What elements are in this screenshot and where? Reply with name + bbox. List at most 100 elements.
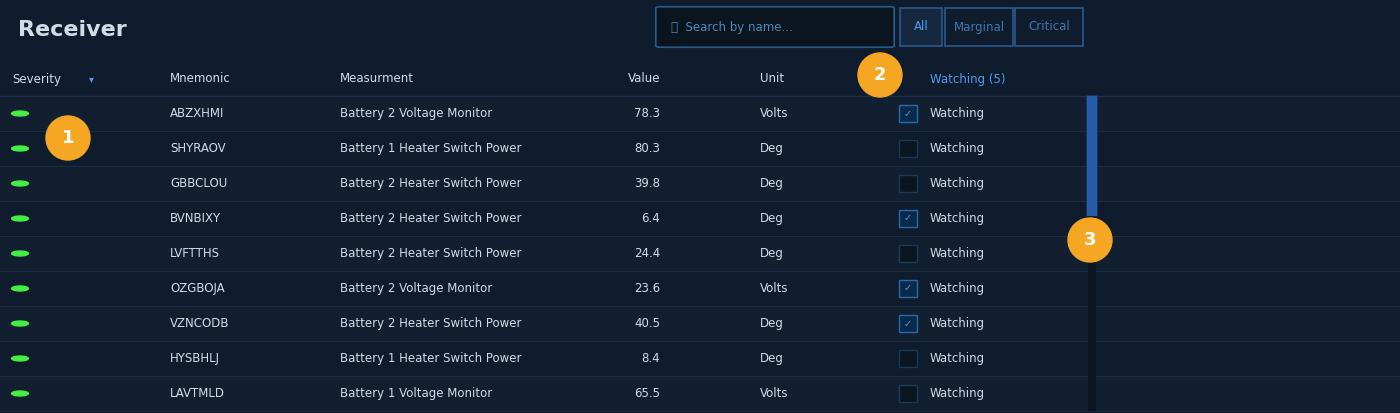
Text: Marginal: Marginal: [953, 21, 1005, 33]
Text: ABZXHMI: ABZXHMI: [169, 107, 224, 120]
Circle shape: [11, 216, 28, 221]
Text: All: All: [914, 21, 928, 33]
FancyBboxPatch shape: [1086, 95, 1098, 216]
Text: Measurment: Measurment: [340, 73, 414, 85]
Bar: [0, 201, 1400, 236]
Text: Battery 2 Heater Switch Power: Battery 2 Heater Switch Power: [340, 317, 521, 330]
Text: Battery 1 Heater Switch Power: Battery 1 Heater Switch Power: [340, 142, 521, 155]
Text: Watching: Watching: [930, 177, 986, 190]
Text: 2: 2: [874, 66, 886, 84]
Text: 🔍  Search by name...: 🔍 Search by name...: [671, 21, 792, 33]
FancyBboxPatch shape: [945, 8, 1014, 46]
FancyBboxPatch shape: [1015, 8, 1084, 46]
Bar: [0, 131, 1400, 166]
FancyBboxPatch shape: [899, 245, 917, 262]
Text: Watching: Watching: [930, 107, 986, 120]
Text: ✓: ✓: [904, 109, 911, 119]
Text: 80.3: 80.3: [634, 142, 659, 155]
Bar: [0, 306, 1400, 341]
Text: VZNCODB: VZNCODB: [169, 317, 230, 330]
Text: BVNBIXY: BVNBIXY: [169, 212, 221, 225]
FancyBboxPatch shape: [899, 315, 917, 332]
Text: LVFTTHS: LVFTTHS: [169, 247, 220, 260]
Text: GBBCLOU: GBBCLOU: [169, 177, 227, 190]
Text: 8.4: 8.4: [641, 352, 659, 365]
Text: Watching (5): Watching (5): [930, 73, 1005, 85]
Text: SHYRAOV: SHYRAOV: [169, 142, 225, 155]
Ellipse shape: [46, 116, 90, 160]
Text: Critical: Critical: [1028, 21, 1070, 33]
Text: Watching: Watching: [930, 282, 986, 295]
Text: Deg: Deg: [760, 352, 784, 365]
Circle shape: [11, 391, 28, 396]
Text: Unit: Unit: [760, 73, 784, 85]
FancyBboxPatch shape: [899, 385, 917, 402]
Text: Battery 2 Heater Switch Power: Battery 2 Heater Switch Power: [340, 247, 521, 260]
Text: Watching: Watching: [930, 247, 986, 260]
Circle shape: [11, 251, 28, 256]
Text: Battery 2 Heater Switch Power: Battery 2 Heater Switch Power: [340, 212, 521, 225]
Circle shape: [11, 356, 28, 361]
Circle shape: [11, 181, 28, 186]
Text: Watching: Watching: [930, 387, 986, 400]
Text: Volts: Volts: [760, 387, 788, 400]
FancyBboxPatch shape: [899, 350, 917, 367]
Text: Deg: Deg: [760, 142, 784, 155]
Text: Value: Value: [627, 73, 659, 85]
Text: HYSBHLJ: HYSBHLJ: [169, 352, 220, 365]
Text: Battery 2 Voltage Monitor: Battery 2 Voltage Monitor: [340, 107, 493, 120]
Text: OZGBOJA: OZGBOJA: [169, 282, 224, 295]
Text: Deg: Deg: [760, 212, 784, 225]
Text: Deg: Deg: [760, 177, 784, 190]
Ellipse shape: [858, 53, 902, 97]
FancyBboxPatch shape: [655, 7, 895, 47]
Text: 40.5: 40.5: [634, 317, 659, 330]
Text: ✓: ✓: [904, 318, 911, 328]
Text: 6.4: 6.4: [641, 212, 659, 225]
Text: 24.4: 24.4: [634, 247, 659, 260]
FancyBboxPatch shape: [899, 140, 917, 157]
Bar: [0, 62, 1400, 96]
Text: Receiver: Receiver: [18, 20, 127, 40]
Text: Watching: Watching: [930, 142, 986, 155]
Text: Deg: Deg: [760, 247, 784, 260]
Bar: [0, 236, 1400, 271]
Text: Deg: Deg: [760, 317, 784, 330]
Circle shape: [11, 321, 28, 326]
Text: Watching: Watching: [930, 352, 986, 365]
Text: ✓: ✓: [904, 214, 911, 223]
FancyBboxPatch shape: [899, 175, 917, 192]
Text: Watching: Watching: [930, 212, 986, 225]
Text: Battery 2 Voltage Monitor: Battery 2 Voltage Monitor: [340, 282, 493, 295]
FancyBboxPatch shape: [899, 105, 917, 122]
Text: 23.6: 23.6: [634, 282, 659, 295]
Text: 78.3: 78.3: [634, 107, 659, 120]
Bar: [0, 341, 1400, 376]
Text: Battery 1 Heater Switch Power: Battery 1 Heater Switch Power: [340, 352, 521, 365]
Text: Battery 1 Voltage Monitor: Battery 1 Voltage Monitor: [340, 387, 493, 400]
FancyBboxPatch shape: [899, 210, 917, 227]
Text: 39.8: 39.8: [634, 177, 659, 190]
Ellipse shape: [1068, 218, 1112, 262]
Text: Volts: Volts: [760, 282, 788, 295]
Text: ✓: ✓: [904, 283, 911, 294]
Text: 1: 1: [62, 129, 74, 147]
Bar: [0, 376, 1400, 411]
Circle shape: [11, 286, 28, 291]
Text: Watching: Watching: [930, 317, 986, 330]
FancyBboxPatch shape: [900, 8, 942, 46]
Text: Volts: Volts: [760, 107, 788, 120]
Bar: [0, 166, 1400, 201]
Text: Severity: Severity: [13, 73, 62, 85]
Text: 3: 3: [1084, 231, 1096, 249]
Text: ▾: ▾: [90, 74, 94, 84]
Text: LAVTMLD: LAVTMLD: [169, 387, 225, 400]
Bar: [0, 271, 1400, 306]
Text: Mnemonic: Mnemonic: [169, 73, 231, 85]
FancyBboxPatch shape: [899, 280, 917, 297]
Circle shape: [11, 111, 28, 116]
Text: 65.5: 65.5: [634, 387, 659, 400]
Bar: [1088, 96, 1096, 411]
Text: Battery 2 Heater Switch Power: Battery 2 Heater Switch Power: [340, 177, 521, 190]
Circle shape: [11, 146, 28, 151]
